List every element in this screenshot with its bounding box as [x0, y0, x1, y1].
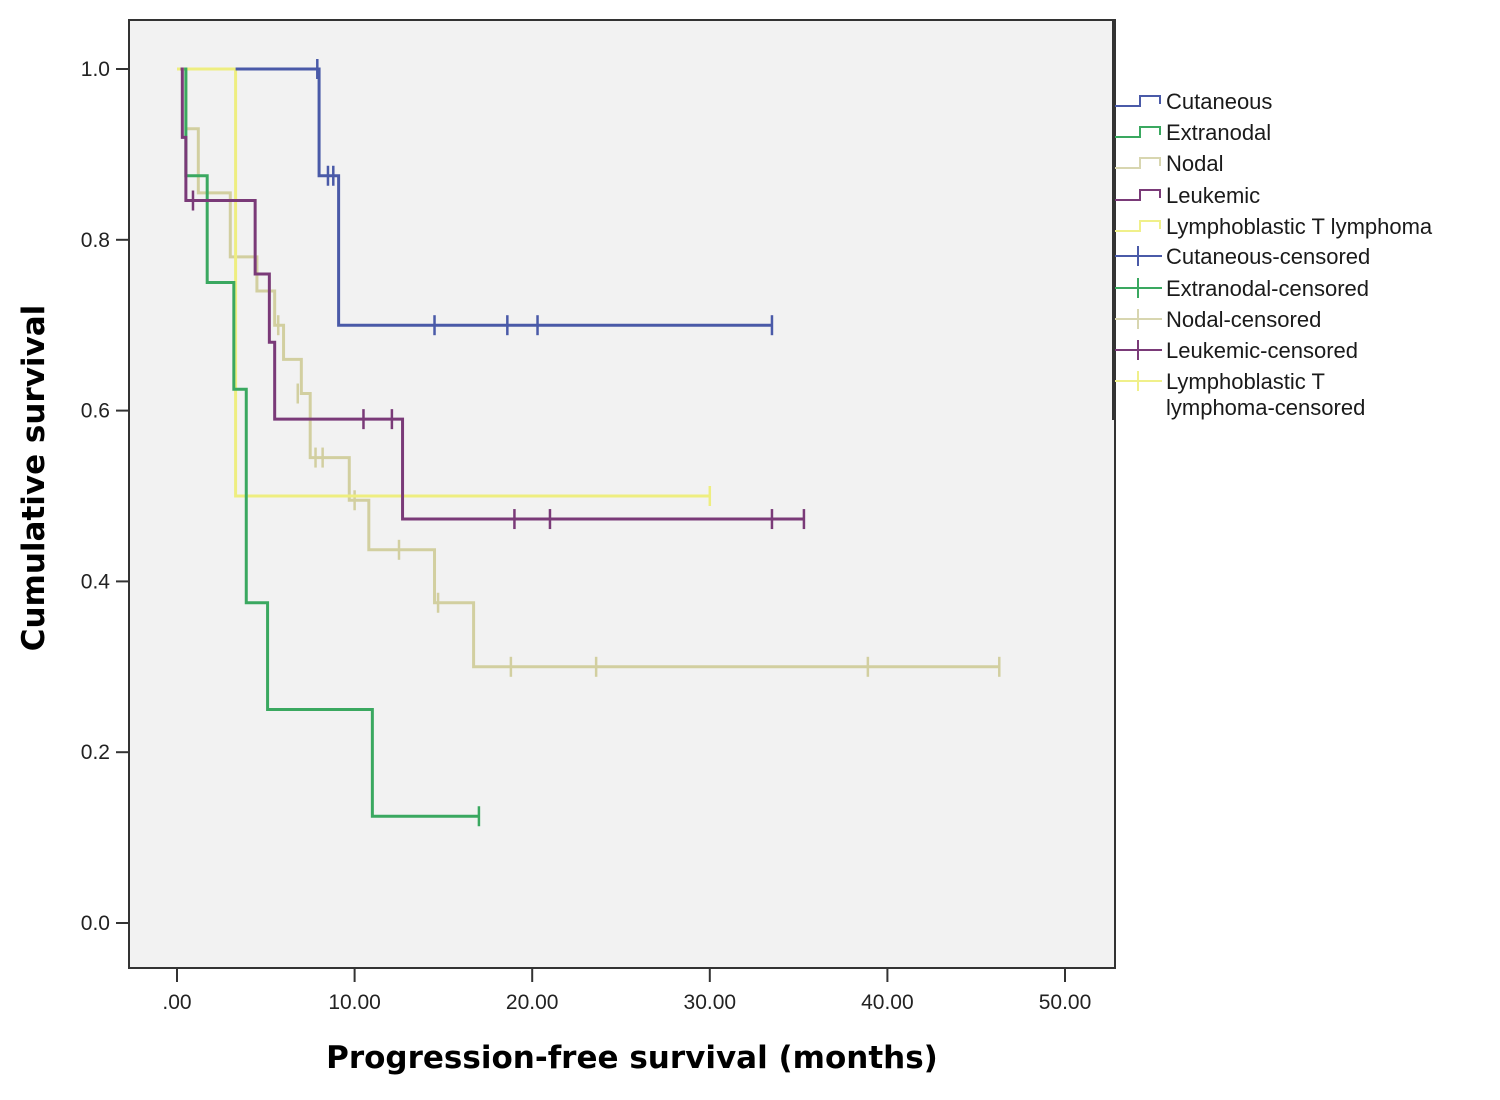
legend-step-icon — [1115, 95, 1161, 107]
x-axis: .00 10.00 20.00 30.00 40.00 50.00 — [162, 968, 1091, 1014]
series-leukemic — [180, 67, 806, 530]
x-tick-label: 50.00 — [1039, 991, 1092, 1014]
x-axis-title: Progression-free survival (months) — [326, 1040, 938, 1076]
legend-label: Cutaneous — [1166, 89, 1272, 114]
x-tick-label: .00 — [162, 991, 191, 1014]
legend-label: Leukemic-censored — [1166, 338, 1358, 363]
survival-curves — [177, 59, 1001, 827]
y-tick-label: 0.6 — [81, 400, 110, 423]
y-tick-label: 0.4 — [81, 570, 111, 593]
km-curve-nodal — [178, 67, 1000, 669]
legend-item-nodal: Nodal — [1115, 151, 1223, 176]
legend-label: Nodal — [1166, 151, 1223, 176]
plot-area — [128, 19, 1116, 969]
x-tick-label: 20.00 — [506, 991, 559, 1014]
y-axis-title: Cumulative survival — [16, 305, 52, 652]
legend-label: Extranodal — [1166, 120, 1271, 145]
y-tick-label: 0.8 — [81, 229, 110, 252]
legend-item-extranodal: Extranodal — [1115, 120, 1271, 145]
legend-label: Lymphoblastic T — [1166, 369, 1325, 394]
legend-step-icon — [1115, 220, 1161, 232]
km-curve-extranodal — [184, 67, 479, 818]
series-cutaneous — [235, 59, 774, 336]
y-axis: 0.0 0.2 0.4 0.6 0.8 1.0 — [81, 58, 129, 935]
legend-item-leukemic: Leukemic — [1115, 183, 1260, 208]
series-extranodal — [184, 67, 481, 827]
series-lymphoblastic-t-lymphoma — [177, 67, 712, 506]
legend-label: Nodal-censored — [1166, 307, 1321, 332]
legend-item-nodal-censored: Nodal-censored — [1115, 307, 1321, 332]
legend-item-extranodal-censored: Extranodal-censored — [1115, 276, 1369, 301]
legend-label: Leukemic — [1166, 183, 1260, 208]
legend-item-cutaneous-censored: Cutaneous-censored — [1115, 244, 1370, 269]
legend-item-leukemic-censored: Leukemic-censored — [1115, 338, 1358, 363]
y-tick-label: 1.0 — [81, 58, 110, 81]
km-curve-lymphoblastic-t-lymphoma — [177, 67, 710, 498]
legend: Cutaneous Extranodal Nodal Leukemic Lymphobl… — [1112, 20, 1433, 420]
legend-step-icon — [1115, 157, 1161, 169]
legend-label: Extranodal-censored — [1166, 276, 1369, 301]
x-tick-label: 30.00 — [684, 991, 737, 1014]
legend-step-icon — [1115, 189, 1161, 201]
legend-item-lymphoblastic-t-lymphoma: Lymphoblastic T lymphoma — [1115, 214, 1433, 239]
y-tick-label: 0.0 — [81, 912, 110, 935]
legend-label-line2: lymphoma-censored — [1166, 395, 1365, 420]
legend-label: Cutaneous-censored — [1166, 244, 1370, 269]
x-tick-label: 10.00 — [328, 991, 381, 1014]
legend-item-cutaneous: Cutaneous — [1115, 89, 1272, 114]
legend-label: Lymphoblastic T lymphoma — [1166, 214, 1433, 239]
km-curve-leukemic — [180, 67, 804, 521]
legend-step-icon — [1115, 126, 1161, 138]
y-tick-label: 0.2 — [81, 741, 110, 764]
x-tick-label: 40.00 — [861, 991, 914, 1014]
